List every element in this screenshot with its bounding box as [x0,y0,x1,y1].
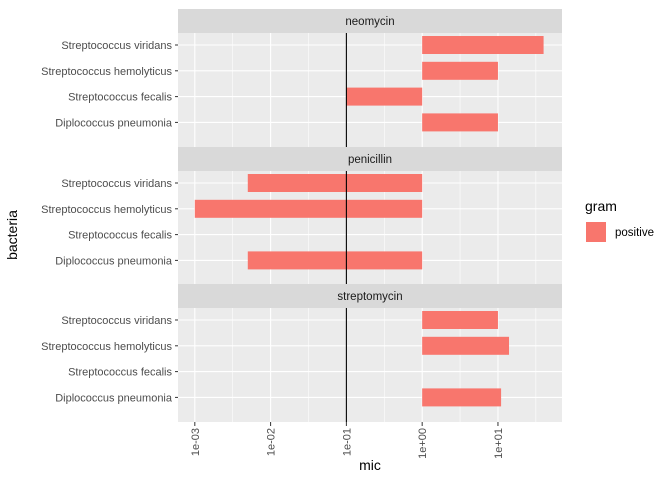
x-tick-label: 1e-02 [266,428,278,456]
legend: gram positive [585,198,654,242]
x-tick-label: 1e-03 [190,428,202,456]
bar [346,87,423,106]
bar [422,113,498,132]
legend-label-positive: positive [615,227,654,239]
legend-title: gram [585,198,617,214]
y-axis-title: bacteria [4,210,20,260]
bar [247,251,423,270]
y-tick-label: Streptococcus hemolyticus [41,204,172,216]
facet-strip [178,147,562,171]
panel-background [178,308,562,422]
x-axis-title: mic [359,457,381,473]
x-tick-label: 1e+00 [417,428,429,459]
bar [194,199,423,218]
y-tick-label: Streptococcus hemolyticus [41,66,172,78]
y-tick-label: Streptococcus fecalis [68,230,172,242]
y-tick-label: Streptococcus viridans [61,178,172,190]
legend-key-positive [586,222,606,242]
facet-panels: neomycin Streptococcus viridans Streptococ… [41,9,562,422]
y-tick-label: Diplococcus pneumonia [55,117,173,129]
facet-strip-label: penicillin [348,154,392,166]
facet-strip-label: streptomycin [337,291,402,303]
x-axis: 1e-03 1e-02 1e-01 1e+00 1e+01 [190,422,505,459]
facet-neomycin: neomycin Streptococcus viridans Streptococ… [41,9,562,147]
x-tick-label: 1e-01 [341,428,353,456]
x-tick-label: 1e+01 [493,428,505,459]
y-tick-label: Diplococcus pneumonia [55,255,173,267]
bar [247,174,423,192]
bar [422,311,498,329]
bar [422,336,510,355]
facet-strip [178,284,562,308]
y-tick-label: Streptococcus hemolyticus [41,341,172,353]
bar [422,36,544,54]
facet-streptomycin: streptomycin Streptococcus viridans Strept… [41,284,562,422]
bar [422,388,502,407]
y-tick-label: Streptococcus fecalis [68,367,172,379]
facet-penicillin: penicillin Streptococcus viridans Streptoc… [41,147,562,285]
y-tick-label: Streptococcus fecalis [68,92,172,104]
bar [422,61,498,80]
y-tick-label: Streptococcus viridans [61,315,172,327]
facet-strip [178,9,562,33]
facet-strip-label: neomycin [345,16,394,28]
y-tick-label: Diplococcus pneumonia [55,392,173,404]
y-tick-label: Streptococcus viridans [61,40,172,52]
